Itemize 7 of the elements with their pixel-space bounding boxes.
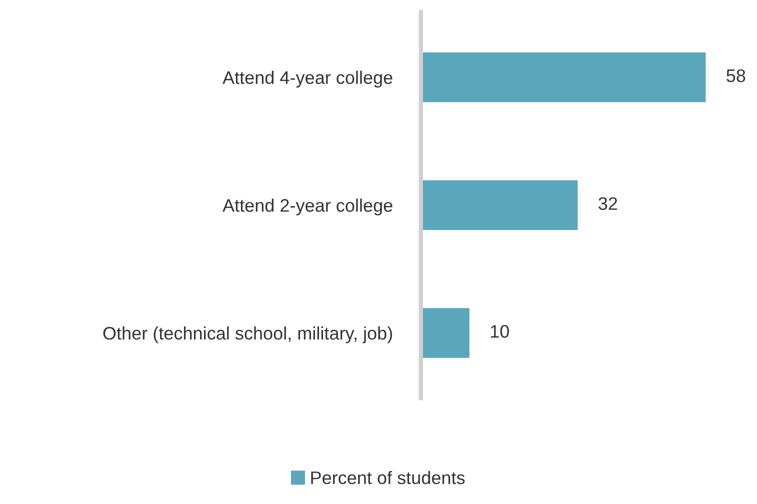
- y-tick-label: Other (technical school, military, job): [103, 326, 392, 344]
- y-tick-label: Attend 2-year college: [222, 198, 392, 216]
- data-label: 32: [598, 197, 618, 210]
- data-label: 58: [726, 69, 746, 82]
- data-label: 10: [490, 325, 509, 338]
- y-tick-label: Attend 4-year college: [222, 70, 392, 88]
- legend-label: Percent of students: [311, 470, 465, 484]
